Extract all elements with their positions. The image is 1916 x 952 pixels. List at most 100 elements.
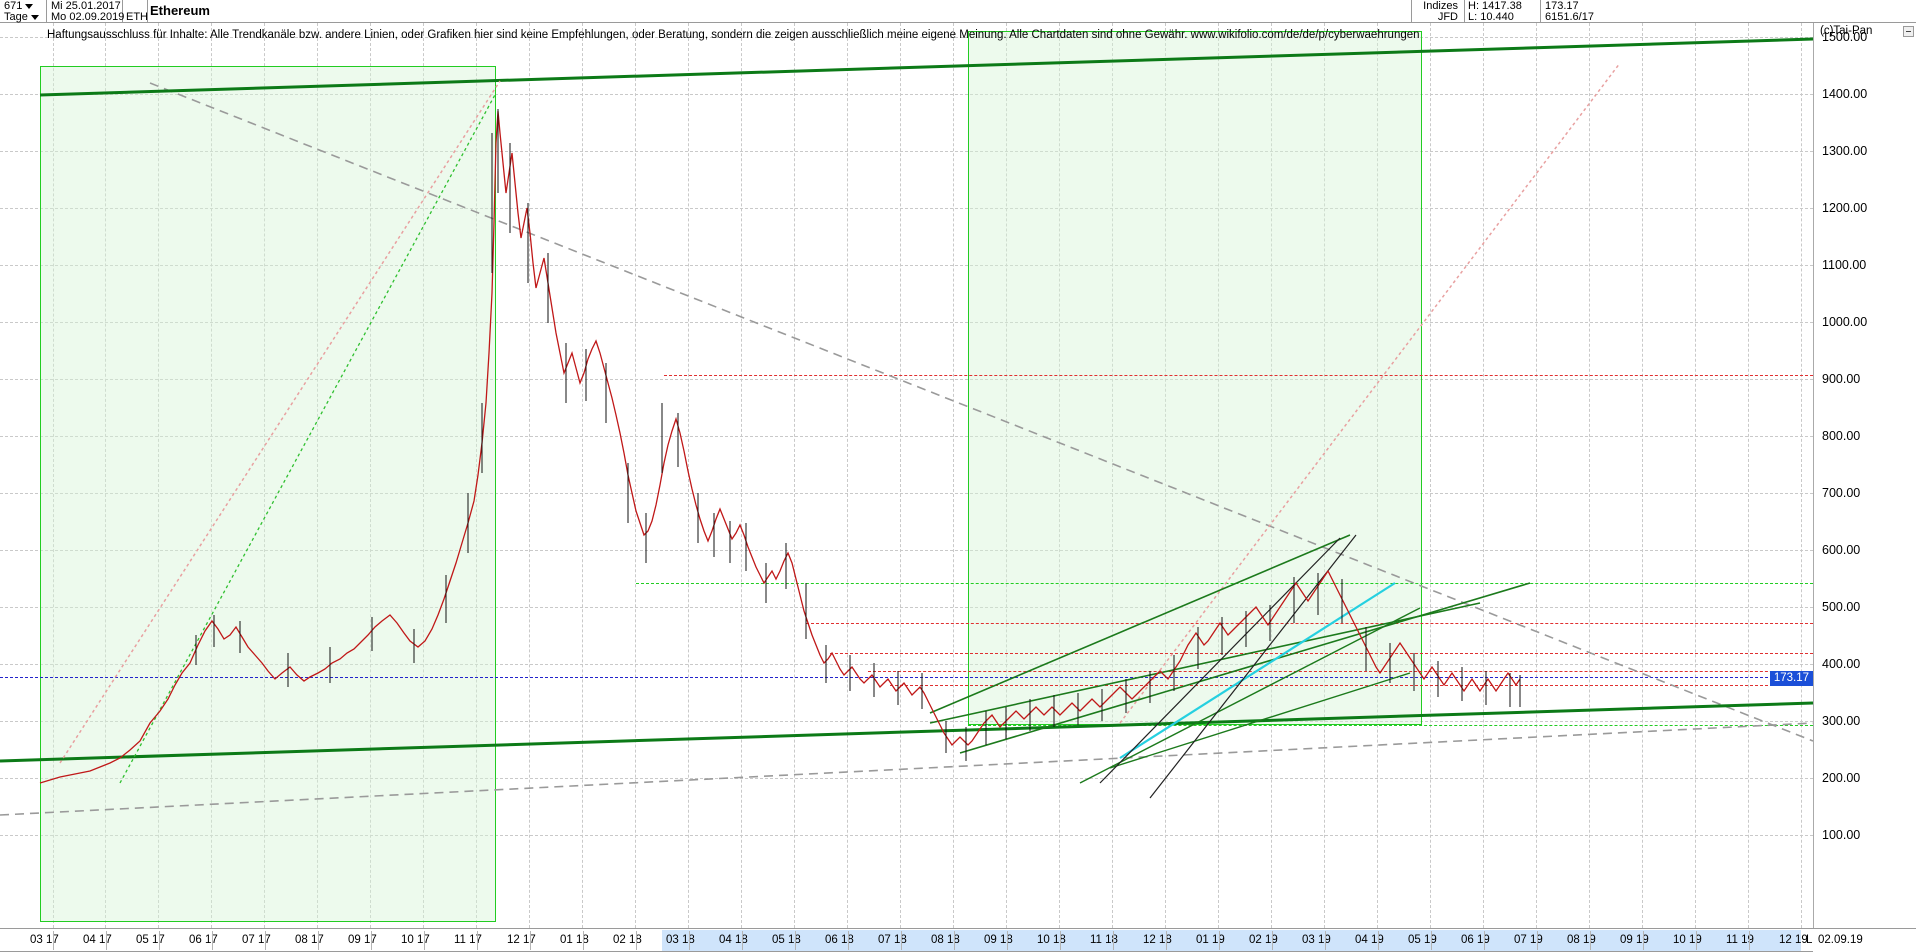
vgrid-1217	[529, 23, 530, 928]
gridline-1000	[0, 322, 1813, 323]
vgrid-1017	[423, 23, 424, 928]
vgrid-0218	[635, 23, 636, 928]
xtick-0719: 07 19	[1514, 934, 1543, 946]
refline-205[interactable]	[890, 685, 1813, 686]
date-axis-highlight-range[interactable]	[662, 930, 1801, 951]
gridline-500	[0, 607, 1813, 608]
refline-255[interactable]	[830, 653, 1813, 654]
chart-header-bar: 671 Tage Mi 25.01.2017 Mo 02.09.2019 ETH…	[0, 0, 1916, 23]
axis-end-letter: L	[1806, 934, 1813, 946]
refline-current-price[interactable]	[0, 677, 1813, 678]
header-left-controls	[0, 0, 47, 23]
parabolic-guide-2019	[1119, 62, 1621, 724]
vgrid-0619	[1483, 23, 1484, 928]
ytick-label-1300: 1300.00	[1822, 144, 1868, 158]
xtick-1118: 11 18	[1090, 934, 1118, 946]
bars-count-value: 671	[4, 0, 23, 12]
header-divider-3	[1540, 0, 1541, 23]
xtick-0618: 06 18	[825, 934, 854, 946]
steep-trend-1	[1099, 537, 1341, 784]
xtick-0118: 01 18	[560, 934, 589, 946]
gridline-1200	[0, 208, 1813, 209]
vgrid-0918	[1006, 23, 1007, 928]
page-title: Ethereum	[150, 3, 210, 18]
data-source-line2: JFD	[1437, 11, 1458, 23]
vgrid-0818	[953, 23, 954, 928]
vgrid-0419	[1377, 23, 1378, 928]
price-axis[interactable]: (c)Tai-Pan 1500.00 1400.00 1300.00 1200.…	[1813, 23, 1916, 928]
refline-225[interactable]	[868, 671, 1813, 672]
primary-channel-top	[39, 37, 1813, 97]
xtick-0317: 03 17	[30, 934, 59, 946]
gridline-1100	[0, 265, 1813, 266]
xtick-0819: 08 19	[1567, 934, 1596, 946]
date-from-label: Mi 25.01.2017	[51, 0, 121, 12]
refline-support-100[interactable]	[968, 725, 1813, 726]
vgrid-0917	[370, 23, 371, 928]
disclaimer-text: Haftungsausschluss für Inhalte: Alle Tre…	[47, 29, 1420, 41]
refline-800[interactable]	[664, 375, 1813, 376]
price-series-line	[39, 110, 1521, 784]
xtick-0517: 05 17	[136, 934, 165, 946]
xtick-0418: 04 18	[719, 934, 748, 946]
ytick-label-500: 500.00	[1822, 600, 1861, 614]
vgrid-0718	[900, 23, 901, 928]
xtick-0817: 08 17	[295, 934, 324, 946]
inner-channel-2017	[119, 92, 497, 784]
vgrid-0517	[158, 23, 159, 928]
xtick-0319: 03 19	[1302, 934, 1331, 946]
box-2017-2018-bull[interactable]	[40, 66, 496, 922]
interval-value: Tage	[4, 11, 28, 23]
xtick-0518: 05 18	[772, 934, 801, 946]
bars-count-selector[interactable]: 671	[4, 0, 34, 12]
primary-channel-bottom	[0, 701, 1813, 763]
gridline-700	[0, 493, 1813, 494]
gridline-400	[0, 664, 1813, 665]
ytick-label-1100: 1100.00	[1822, 258, 1867, 272]
long-term-resistance-lower	[0, 722, 1813, 816]
ytick-label-800: 800.00	[1822, 429, 1861, 443]
recovery-channel-mid	[929, 602, 1481, 724]
long-term-resistance-upper	[149, 82, 1813, 742]
interval-selector[interactable]: Tage	[4, 12, 39, 23]
gridline-300	[0, 721, 1813, 722]
vgrid-0618	[847, 23, 848, 928]
vgrid-0118	[582, 23, 583, 928]
box-2019-projection[interactable]	[968, 31, 1422, 725]
refline-300[interactable]	[806, 623, 1813, 624]
xtick-1017: 10 17	[401, 934, 430, 946]
chart-plot-area[interactable]: 173.17	[0, 23, 1813, 928]
gridline-1300	[0, 151, 1813, 152]
vgrid-1218	[1165, 23, 1166, 928]
ytick-label-300: 300.00	[1822, 714, 1861, 728]
vgrid-0317	[53, 23, 54, 928]
ytick-label-1400: 1400.00	[1822, 87, 1868, 101]
gridline-600	[0, 550, 1813, 551]
current-price-tag[interactable]: 173.17	[1769, 671, 1813, 686]
axis-collapse-button[interactable]	[1903, 26, 1914, 37]
axis-end-date: 02.09.19	[1818, 934, 1863, 946]
xtick-0918: 09 18	[984, 934, 1013, 946]
chart-overlay-graphics	[0, 37, 1813, 816]
xtick-0617: 06 17	[189, 934, 218, 946]
vgrid-0717	[264, 23, 265, 928]
gridline-200	[0, 778, 1813, 779]
xtick-1218: 12 18	[1143, 934, 1172, 946]
vgrid-1119	[1748, 23, 1749, 928]
xtick-0219: 02 19	[1249, 934, 1278, 946]
xtick-0818: 08 18	[931, 934, 960, 946]
ytick-label-200: 200.00	[1822, 771, 1861, 785]
refline-360[interactable]	[636, 583, 1813, 584]
xtick-0519: 05 19	[1408, 934, 1437, 946]
vgrid-0319	[1324, 23, 1325, 928]
xtick-1119: 11 19	[1726, 934, 1754, 946]
vgrid-0518	[794, 23, 795, 928]
chevron-down-icon[interactable]	[25, 3, 34, 9]
steep-trend-2	[1149, 534, 1357, 799]
vgrid-1219	[1801, 23, 1802, 928]
chevron-down-icon[interactable]	[30, 14, 39, 20]
date-to-label: Mo 02.09.2019	[51, 11, 125, 23]
ytick-label-600: 600.00	[1822, 543, 1861, 557]
date-axis[interactable]: 03 17 04 17 05 17 06 17 07 17 08 17 09 1…	[0, 928, 1916, 952]
